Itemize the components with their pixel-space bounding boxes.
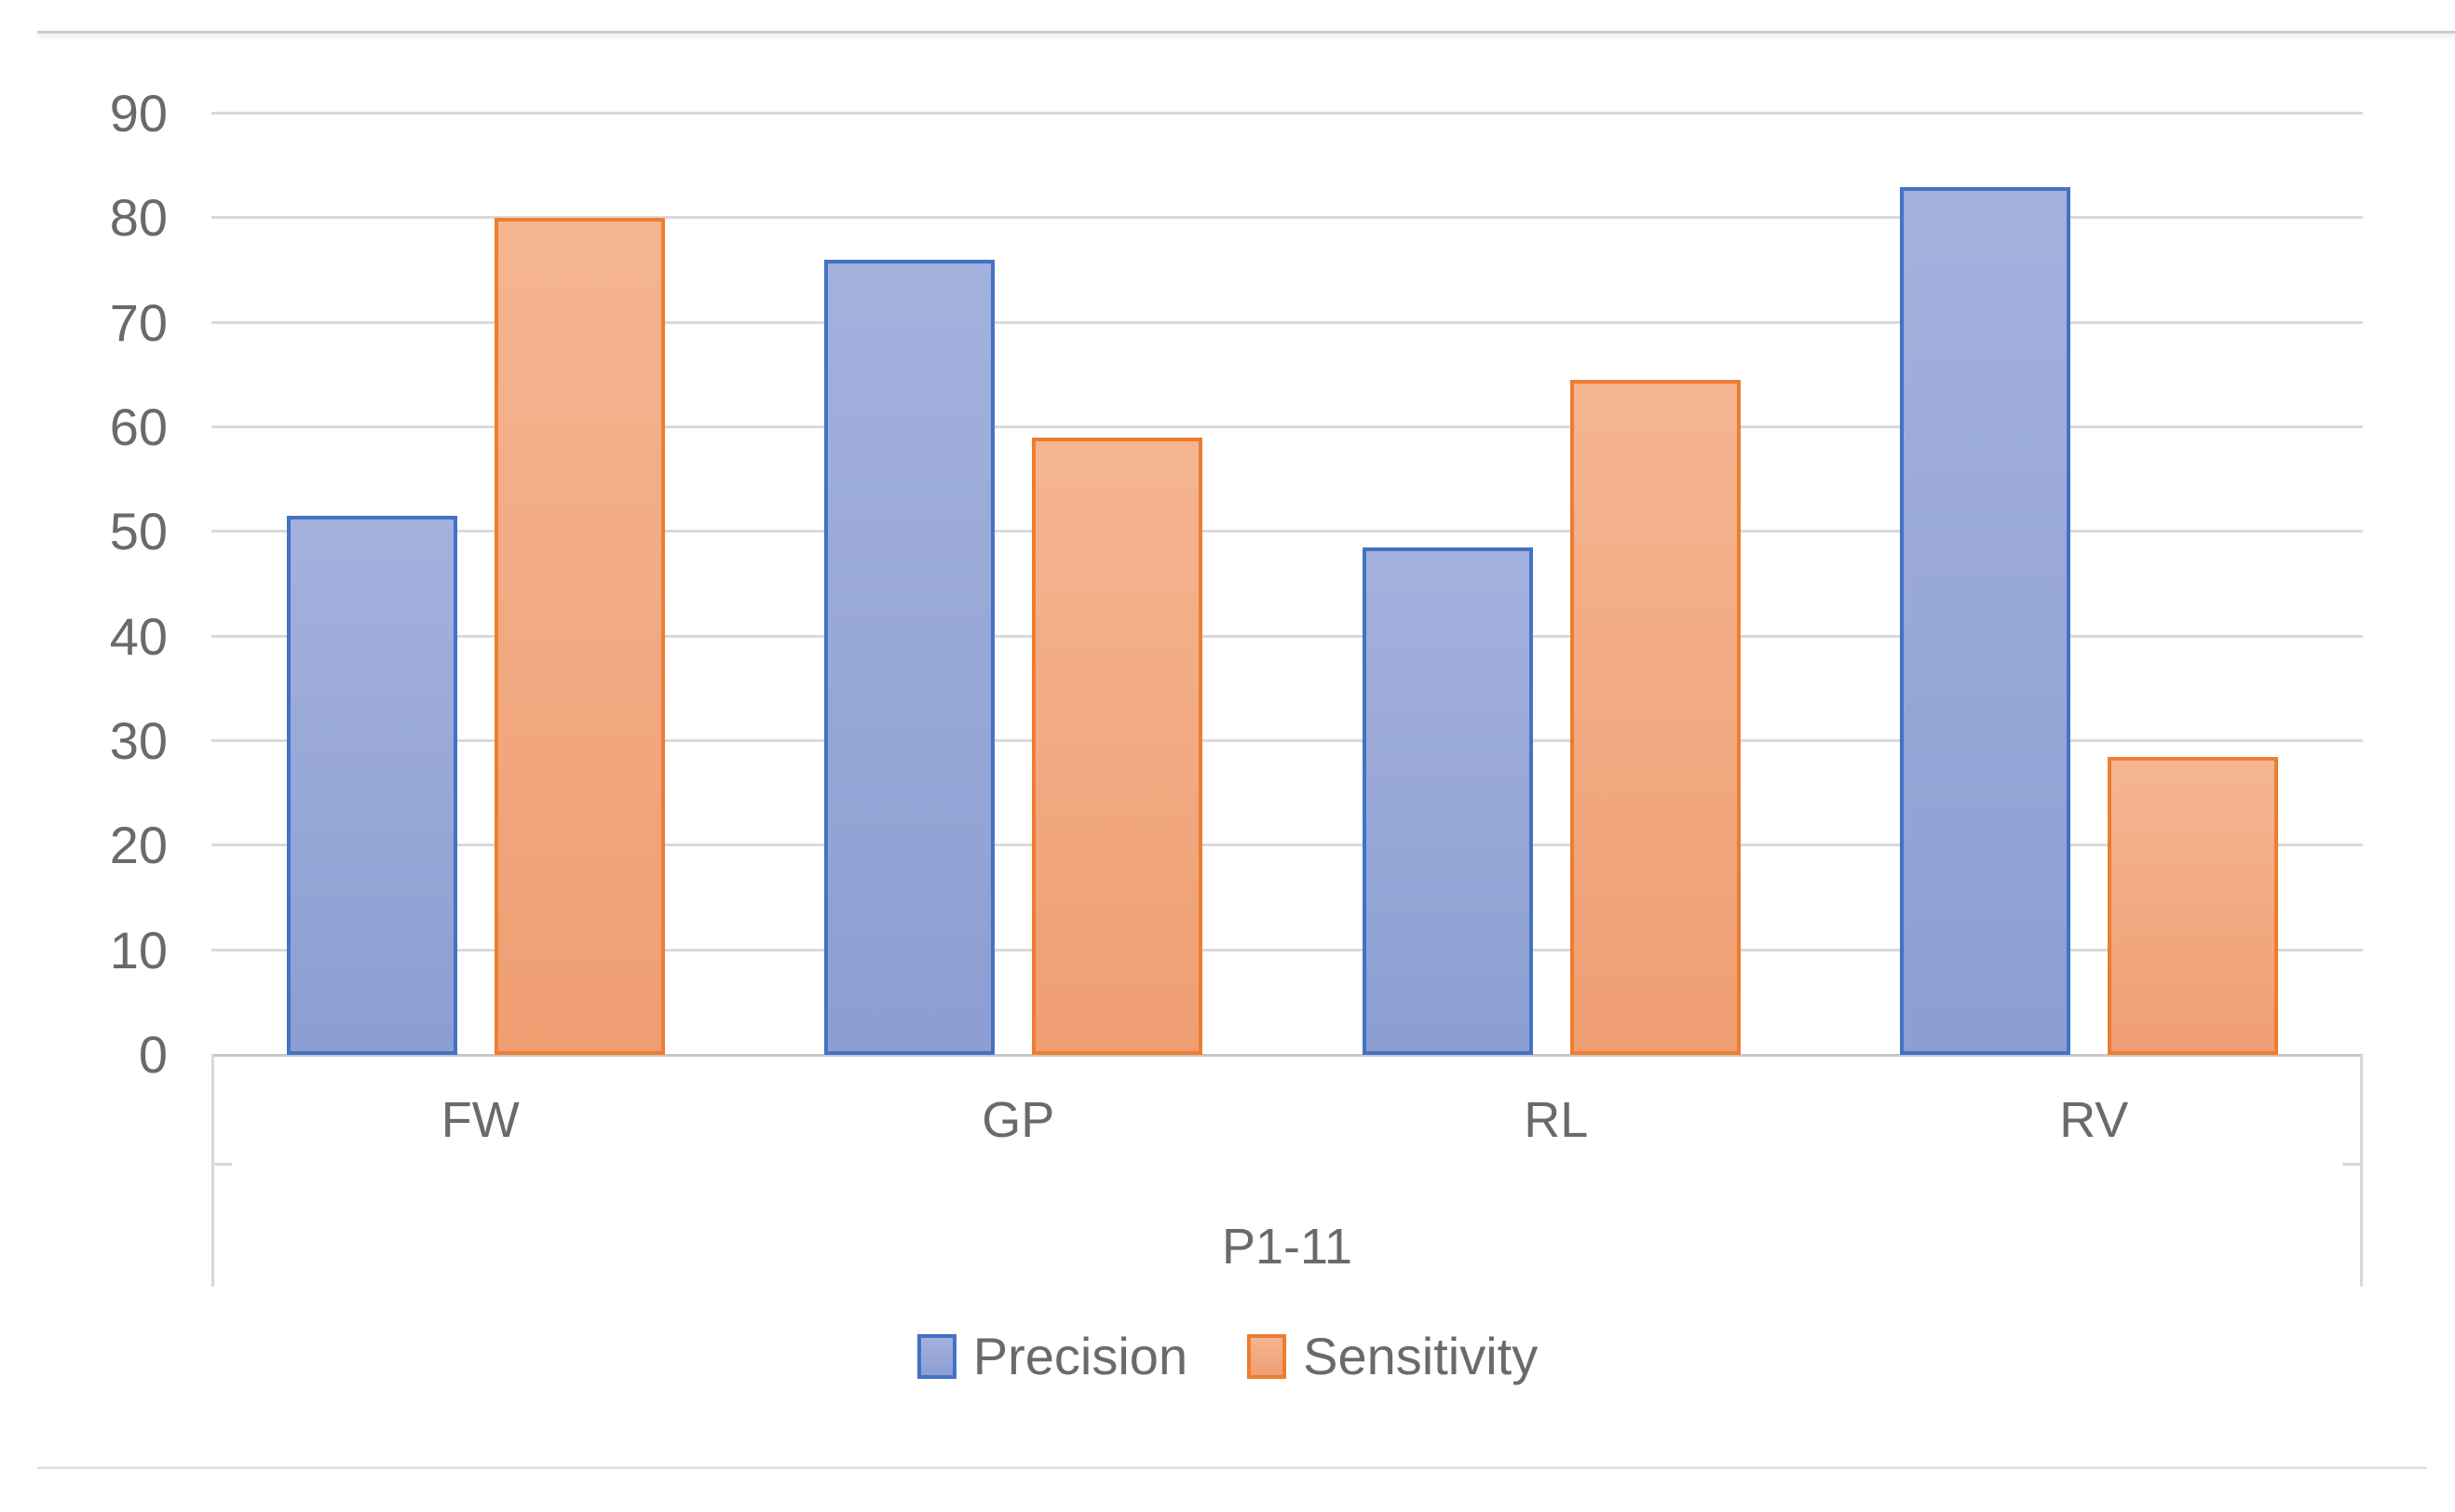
category-label-rl: RL [1524, 1092, 1589, 1148]
legend-label-precision: Precision [972, 1327, 1188, 1385]
legend-swatch-precision-icon [916, 1334, 956, 1379]
chart-bottom-border [37, 1466, 2427, 1469]
legend-swatch-sensitivity-icon [1247, 1334, 1287, 1379]
category-label-gp: GP [982, 1092, 1055, 1148]
y-tick-label-40: 40 [109, 606, 168, 666]
gridline-80 [211, 216, 2363, 220]
axis-level-tick-right [2342, 1163, 2363, 1166]
bar-precision-gp [824, 260, 996, 1055]
y-tick-label-70: 70 [109, 292, 168, 352]
y-tick-label-60: 60 [109, 398, 168, 456]
gridline-40 [211, 634, 2363, 638]
bar-sensitivity-rv [2108, 756, 2279, 1055]
bar-precision-rv [1900, 186, 2071, 1055]
x-axis-line [211, 1054, 2363, 1057]
legend-item-precision: Precision [916, 1327, 1188, 1386]
bar-precision-rl [1362, 547, 1533, 1055]
gridline-10 [211, 948, 2363, 952]
y-tick-label-10: 10 [109, 920, 168, 979]
y-tick-label-50: 50 [109, 502, 168, 561]
bar-sensitivity-rl [1569, 380, 1741, 1055]
gridline-70 [211, 320, 2363, 324]
bar-precision-fw [286, 516, 457, 1055]
legend-label-sensitivity: Sensitivity [1303, 1327, 1539, 1385]
x-axis-band: P1-11 FW GP RL RV [211, 1055, 2363, 1287]
y-axis: 0 10 20 30 40 50 60 70 80 90 [0, 0, 168, 1512]
legend: Precision Sensitivity [0, 1315, 2455, 1398]
y-tick-label-80: 80 [109, 188, 168, 248]
bar-sensitivity-fw [494, 218, 665, 1055]
axis-band-right-border [2360, 1055, 2363, 1287]
gridline-90 [211, 112, 2363, 115]
category-label-rv: RV [2059, 1092, 2129, 1148]
chart-top-border [37, 31, 2455, 34]
y-tick-label-20: 20 [109, 816, 168, 875]
y-tick-label-30: 30 [109, 711, 168, 770]
legend-item-sensitivity: Sensitivity [1247, 1327, 1538, 1386]
gridline-60 [211, 425, 2363, 429]
bar-sensitivity-gp [1032, 438, 1203, 1055]
gridline-50 [211, 530, 2363, 533]
gridline-30 [211, 739, 2363, 743]
axis-level-tick-left [211, 1163, 232, 1166]
y-tick-label-90: 90 [109, 84, 168, 142]
category-label-fw: FW [441, 1092, 520, 1148]
plot-area [211, 112, 2363, 1057]
y-tick-label-0: 0 [138, 1025, 168, 1084]
axis-band-left-border [211, 1055, 214, 1287]
axis-group-label: P1-11 [1221, 1219, 1353, 1275]
gridline-20 [211, 844, 2363, 847]
